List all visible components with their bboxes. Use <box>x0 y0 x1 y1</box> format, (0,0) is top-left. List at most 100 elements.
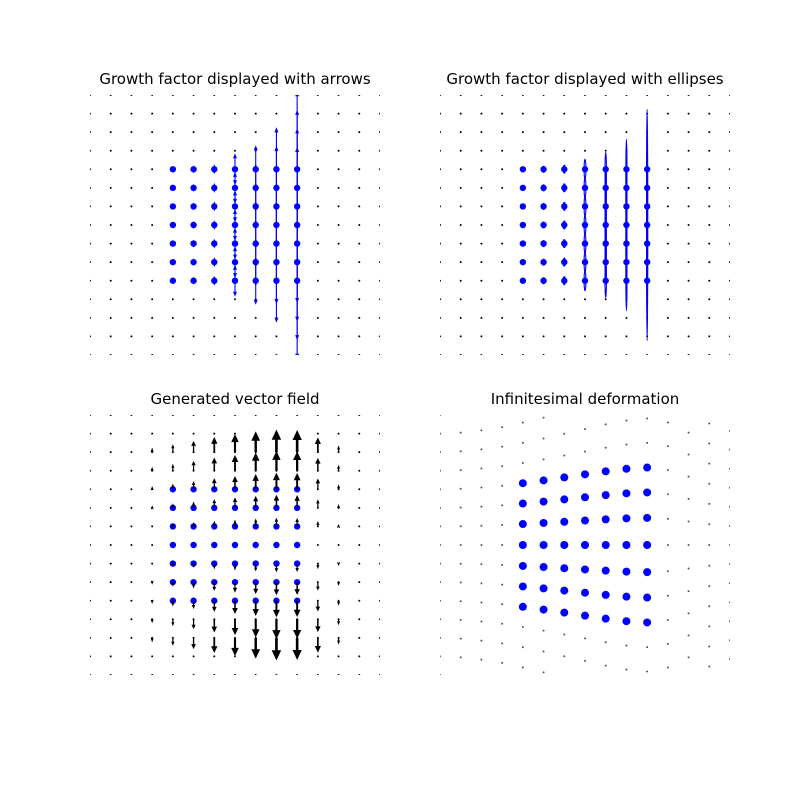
grid-dot <box>151 113 153 115</box>
grid-dot <box>522 422 524 424</box>
arrow-head <box>233 246 237 251</box>
grid-dot <box>501 603 503 605</box>
grid-dot <box>255 674 257 675</box>
svg-br <box>440 415 730 675</box>
grid-dot <box>501 113 503 115</box>
grid-dot <box>379 261 380 263</box>
grid-dot <box>440 243 441 245</box>
vector-arrow <box>337 484 340 489</box>
grid-dot <box>480 150 482 152</box>
grid-dot <box>172 433 174 435</box>
vector-arrow <box>151 448 154 453</box>
blue-marker <box>253 222 259 228</box>
svg-tl <box>90 95 380 355</box>
grid-dot <box>338 415 340 416</box>
grid-dot <box>358 655 360 657</box>
grid-dot <box>667 243 669 245</box>
blue-marker <box>190 278 196 284</box>
blue-marker <box>253 259 259 265</box>
grid-dot <box>90 168 91 170</box>
grid-dot <box>130 581 132 583</box>
blue-marker <box>520 166 526 172</box>
vector-arrow <box>337 465 340 471</box>
grid-dot <box>151 95 153 96</box>
grid-dot <box>605 298 607 300</box>
blue-marker <box>602 515 610 523</box>
grid-dot <box>338 113 340 115</box>
grid-dot <box>480 113 482 115</box>
grid-dot <box>130 95 132 96</box>
grid-dot <box>460 168 462 170</box>
arrow-head <box>274 318 278 323</box>
grid-dot <box>440 150 441 152</box>
grid-dot <box>563 335 565 337</box>
blue-marker <box>211 166 217 172</box>
grid-dot <box>584 298 586 300</box>
grid-dot <box>563 317 565 319</box>
vector-arrow <box>211 638 217 653</box>
grid-dot <box>460 506 462 508</box>
grid-dot <box>358 168 360 170</box>
blue-marker <box>232 166 238 172</box>
blue-marker <box>253 166 259 172</box>
grid-dot <box>110 205 112 207</box>
grid-dot <box>193 335 195 337</box>
grid-dot <box>729 525 730 527</box>
grid-dot <box>317 187 319 189</box>
grid-dot <box>667 298 669 300</box>
grid-dot <box>110 335 112 337</box>
grid-dot <box>90 317 91 319</box>
blue-marker <box>190 542 196 548</box>
grid-dot <box>358 298 360 300</box>
grid-dot <box>729 658 730 660</box>
grid-dot <box>338 433 340 435</box>
blue-marker <box>643 514 651 522</box>
grid-dot <box>667 131 669 133</box>
arrow-head <box>254 300 258 305</box>
grid-dot <box>543 458 545 460</box>
grid-dot <box>338 95 340 96</box>
grid-dot <box>358 488 360 490</box>
grid-dot <box>688 205 690 207</box>
grid-dot <box>729 187 730 189</box>
grid-dot <box>90 95 91 96</box>
blue-marker <box>519 582 527 590</box>
grid-dot <box>688 317 690 319</box>
blue-marker <box>623 222 629 228</box>
grid-dot <box>338 280 340 282</box>
grid-dot <box>379 544 380 546</box>
grid-dot <box>522 462 524 464</box>
grid-dot <box>90 243 91 245</box>
grid-dot <box>379 243 380 245</box>
grid-dot <box>151 544 153 546</box>
grid-dot <box>522 150 524 152</box>
grid-dot <box>110 507 112 509</box>
grid-dot <box>110 95 112 96</box>
grid-dot <box>110 415 112 416</box>
arrow-head <box>295 95 299 96</box>
blue-marker <box>211 542 217 548</box>
grid-dot <box>543 150 545 152</box>
grid-dot <box>172 150 174 152</box>
vector-arrow <box>315 638 321 653</box>
grid-dot <box>379 451 380 453</box>
grid-dot <box>440 298 441 300</box>
grid-dot <box>234 317 236 319</box>
grid-dot <box>522 335 524 337</box>
blue-marker <box>560 518 568 526</box>
grid-dot <box>480 205 482 207</box>
vector-arrow <box>316 582 320 590</box>
grid-dot <box>563 455 565 457</box>
grid-dot <box>625 444 627 446</box>
blue-marker <box>603 203 609 209</box>
grid-dot <box>501 564 503 566</box>
arrow-head <box>295 110 299 115</box>
blue-marker <box>581 541 589 549</box>
arrow-head <box>295 128 299 133</box>
grid-dot <box>708 95 710 96</box>
grid-dot <box>563 131 565 133</box>
blue-marker <box>232 185 238 191</box>
vector-arrow <box>171 619 174 626</box>
blue-marker <box>519 479 527 487</box>
grid-dot <box>234 335 236 337</box>
